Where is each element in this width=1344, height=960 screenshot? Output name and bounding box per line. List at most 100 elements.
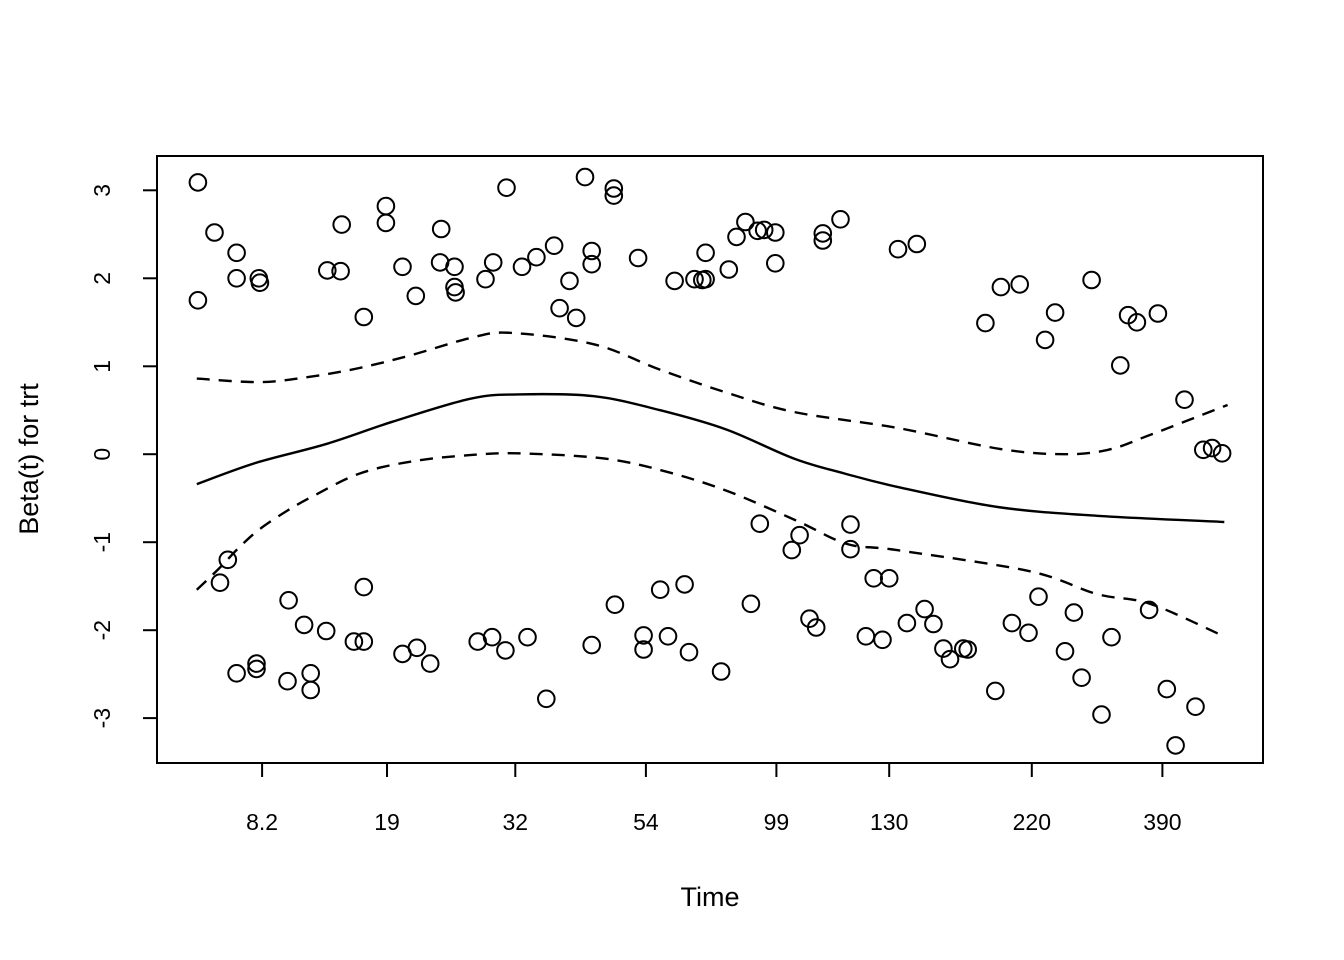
residual-point — [1175, 390, 1194, 410]
residual-point — [331, 261, 350, 281]
residual-point — [806, 618, 826, 637]
residual-point — [188, 291, 208, 310]
plot-frame — [156, 155, 1264, 764]
residual-point — [1055, 642, 1075, 661]
residual-points — [188, 167, 1232, 755]
residual-point — [537, 689, 556, 709]
residual-point — [958, 640, 978, 659]
residual-point — [188, 173, 208, 192]
residual-point — [482, 627, 502, 647]
residual-point — [665, 271, 684, 291]
residual-point — [604, 179, 624, 198]
residual-point — [218, 550, 238, 570]
residual-point — [628, 248, 648, 268]
residual-point — [879, 569, 899, 588]
residual-point — [1157, 679, 1177, 699]
residual-point — [841, 539, 860, 559]
residual-point — [1127, 313, 1147, 332]
residual-point — [924, 614, 943, 634]
residual-point — [582, 241, 602, 261]
residual-point — [831, 210, 850, 229]
residual-point — [354, 307, 374, 327]
residual-point — [227, 269, 246, 288]
x-tick-label: 32 — [503, 809, 529, 835]
residual-point — [888, 239, 908, 259]
fit-line — [196, 392, 1225, 524]
residual-point — [205, 223, 224, 242]
residual-point — [527, 247, 546, 267]
residual-point — [483, 253, 503, 272]
x-tick-label: 54 — [633, 809, 659, 835]
x-tick-label: 390 — [1143, 809, 1181, 835]
residual-point — [719, 260, 739, 279]
residual-point — [279, 591, 298, 610]
residual-point — [497, 178, 516, 197]
residual-point — [247, 654, 266, 673]
residual-point — [250, 273, 270, 293]
residual-point — [605, 595, 625, 615]
residual-point — [354, 632, 374, 651]
upper-confidence-band-curve — [196, 331, 1229, 456]
residual-point — [278, 671, 297, 691]
residual-point — [986, 681, 1005, 701]
residual-point — [907, 234, 927, 254]
residual-point — [393, 257, 412, 277]
residual-point — [604, 186, 624, 205]
x-tick-label: 19 — [374, 809, 400, 835]
residual-point — [813, 231, 833, 250]
residual-point — [332, 215, 352, 234]
residual-point — [741, 594, 761, 614]
residual-point — [445, 257, 464, 277]
residual-point — [679, 642, 699, 662]
residual-point — [650, 580, 670, 600]
residual-point — [1186, 697, 1205, 717]
residual-point — [711, 662, 731, 681]
residual-point — [634, 626, 653, 645]
y-axis: -3 -2 -1 0 1 2 3 — [89, 184, 157, 728]
residual-point — [1166, 736, 1185, 755]
residual-point — [518, 627, 537, 647]
x-tick-label: 8.2 — [246, 809, 278, 835]
residual-point — [934, 639, 953, 658]
y-tick-label: -2 — [89, 620, 115, 640]
residual-point — [696, 269, 715, 289]
residual-point — [915, 599, 934, 619]
residual-point — [210, 573, 230, 593]
y-tick-label: -1 — [89, 532, 115, 552]
y-tick-label: 2 — [89, 272, 115, 285]
residual-point — [294, 615, 314, 635]
residual-point — [940, 649, 960, 669]
residual-point — [1082, 270, 1101, 290]
residual-point — [575, 167, 595, 187]
x-tick-label: 99 — [764, 809, 790, 835]
residual-point — [841, 515, 860, 534]
x-axis: 8.2 19 32 54 99 130 220 390 — [246, 763, 1182, 835]
residual-point — [227, 243, 246, 263]
residual-point — [976, 313, 995, 333]
y-tick-label: 0 — [89, 448, 115, 461]
confidence-bands — [195, 331, 1229, 637]
y-axis-title: Beta(t) for trt — [14, 383, 44, 535]
residual-point — [1029, 587, 1048, 607]
y-tick-label: 1 — [89, 360, 115, 373]
residual-point — [1019, 623, 1038, 643]
residual-point — [407, 638, 427, 658]
residual-point — [1148, 304, 1168, 323]
residual-point — [864, 569, 884, 588]
residual-point — [675, 575, 694, 594]
y-tick-label: 3 — [89, 184, 115, 197]
residual-point — [754, 220, 774, 240]
residual-point — [550, 298, 569, 318]
residual-point — [301, 680, 321, 700]
x-tick-label: 220 — [1013, 809, 1051, 835]
residual-point — [685, 269, 704, 289]
residual-point — [431, 219, 451, 239]
residual-point — [544, 236, 564, 255]
residual-point — [376, 213, 396, 233]
residual-point — [1002, 613, 1022, 633]
residual-point — [873, 630, 892, 650]
residual-point — [658, 627, 678, 646]
lower-confidence-band-curve — [195, 451, 1223, 637]
residual-point — [1035, 330, 1055, 350]
residual-point — [897, 613, 917, 633]
